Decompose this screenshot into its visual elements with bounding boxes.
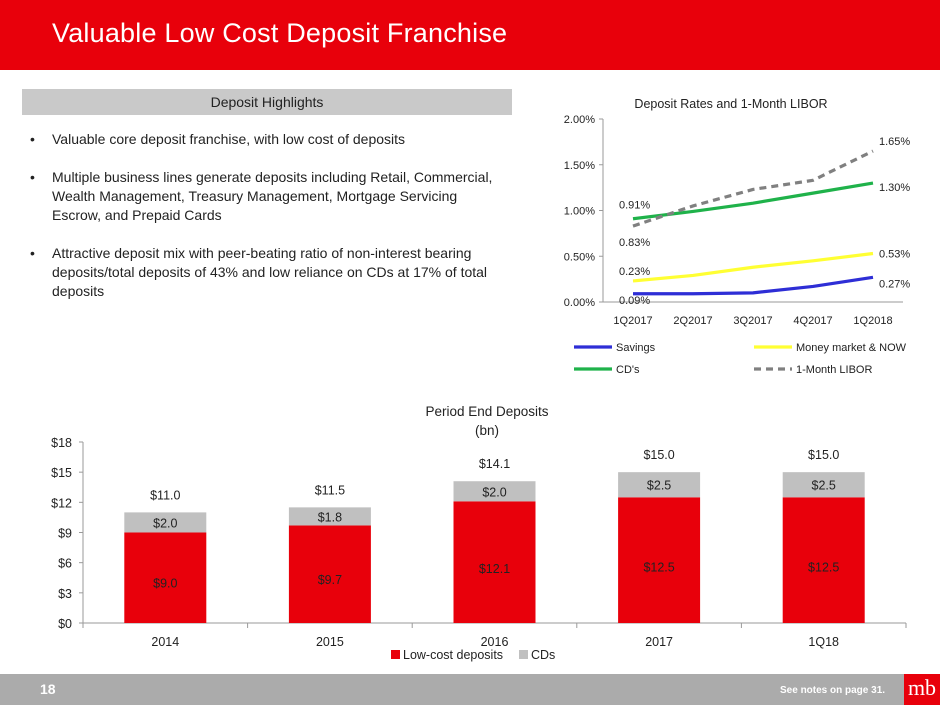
x-tick-label: 1Q2017 [613,315,652,327]
highlight-text: Valuable core deposit franchise, with lo… [52,131,406,147]
x-tick-label: 2015 [316,635,344,649]
x-tick-label: 3Q2017 [733,315,772,327]
bar-low-cost-deposits [124,532,207,623]
bar-total-label: $11.5 [315,483,345,497]
bar-value-label: $2.5 [812,479,836,493]
bar-value-label: $2.0 [153,516,177,530]
x-tick-label: 2014 [151,635,179,649]
x-tick-label: 2017 [645,635,673,649]
legend-swatch [391,650,400,659]
x-tick-label: 1Q18 [808,635,839,649]
bar-cds [453,481,536,502]
x-tick-label: 1Q2018 [853,315,892,327]
series-line-1-month-libor [632,149,874,228]
header-bar [0,0,940,70]
bar-chart-title: Period End Deposits [425,404,548,419]
bar-total-label: $15.0 [643,448,674,462]
legend-label: 1-Month LIBOR [796,364,872,376]
series-end-label: 1.65% [879,136,910,148]
series-start-label: 0.09% [619,295,650,307]
bar-value-label: $9.0 [153,576,177,590]
period-end-deposits-chart: Period End Deposits (bn) $0 $3 $6 $9 $12 $15 $… [51,404,907,662]
bar-cds [782,472,865,498]
y-tick-label: $0 [58,617,72,631]
legend-label: Savings [616,342,656,354]
bar-value-label: $12.1 [479,562,510,576]
bar-cds [618,472,701,498]
legend-label: CDs [531,648,555,662]
bar-total-label: $11.0 [150,488,180,502]
bar-value-label: $12.5 [643,560,674,574]
y-tick-label: $12 [51,496,72,510]
series-start-label: 0.91% [619,200,650,212]
y-tick-label: 0.00% [564,297,595,309]
legend-label: Money market & NOW [796,342,907,354]
series-end-label: 0.53% [879,249,910,261]
series-line-money-market-now [632,251,874,283]
series-end-label: 0.27% [879,278,910,290]
y-tick-label: $9 [58,527,72,541]
deposit-rates-chart: Deposit Rates and 1-Month LIBOR 0.00% 0.5… [564,97,911,376]
y-tick-label: 1.00% [564,206,595,218]
bar-cds [288,507,371,526]
highlight-text: Multiple business lines generate deposit… [52,169,493,223]
highlight-text: Attractive deposit mix with peer-beating… [52,245,488,299]
legend-label: Low-cost deposits [403,648,503,662]
series-start-label: 0.23% [619,266,650,278]
y-tick-label: 0.50% [564,251,595,263]
bullet-icon: • [30,245,35,261]
footer-notes: See notes on page 31. [780,685,886,696]
bar-cds [124,512,207,533]
bar-chart-subtitle: (bn) [475,423,499,438]
series-end-label: 1.30% [879,182,910,194]
bar-value-label: $2.5 [647,479,671,493]
x-tick-label: 2016 [481,635,509,649]
y-tick-label: $6 [58,557,72,571]
page-title: Valuable Low Cost Deposit Franchise [52,18,508,48]
bar-value-label: $2.0 [482,485,506,499]
legend-swatch [519,650,528,659]
y-tick-label: $15 [51,466,72,480]
y-tick-label: $18 [51,436,72,450]
bar-low-cost-deposits [453,501,536,623]
bar-value-label: $12.5 [808,560,839,574]
deposit-highlights-header: Deposit Highlights [22,89,512,115]
bar-value-label: $9.7 [318,573,342,587]
bullet-icon: • [30,131,35,147]
x-tick-label: 4Q2017 [793,315,832,327]
highlight-bullet: • Multiple business lines generate deposi… [28,168,508,225]
y-tick-label: 2.00% [564,114,595,126]
highlight-bullet: • Valuable core deposit franchise, with l… [28,130,508,149]
bar-total-label: $14.1 [479,457,510,471]
series-line-savings [633,275,874,296]
bar-low-cost-deposits [288,525,371,623]
bar-value-label: $1.8 [318,510,342,524]
bar-low-cost-deposits [782,497,865,623]
legend-label: CD's [616,364,640,376]
y-tick-label: 1.50% [564,160,595,172]
mb-logo: mb [904,674,940,705]
x-tick-label: 2Q2017 [673,315,712,327]
line-chart-title: Deposit Rates and 1-Month LIBOR [634,97,827,111]
bar-total-label: $15.0 [808,448,839,462]
bullet-icon: • [30,169,35,185]
y-tick-label: $3 [58,587,72,601]
footer-bar [0,674,940,705]
series-start-label: 0.83% [619,237,650,249]
highlights-list: • Valuable core deposit franchise, with l… [28,130,508,320]
page-number: 18 [40,681,56,697]
highlight-bullet: • Attractive deposit mix with peer-beatin… [28,244,508,301]
bar-low-cost-deposits [618,497,701,623]
